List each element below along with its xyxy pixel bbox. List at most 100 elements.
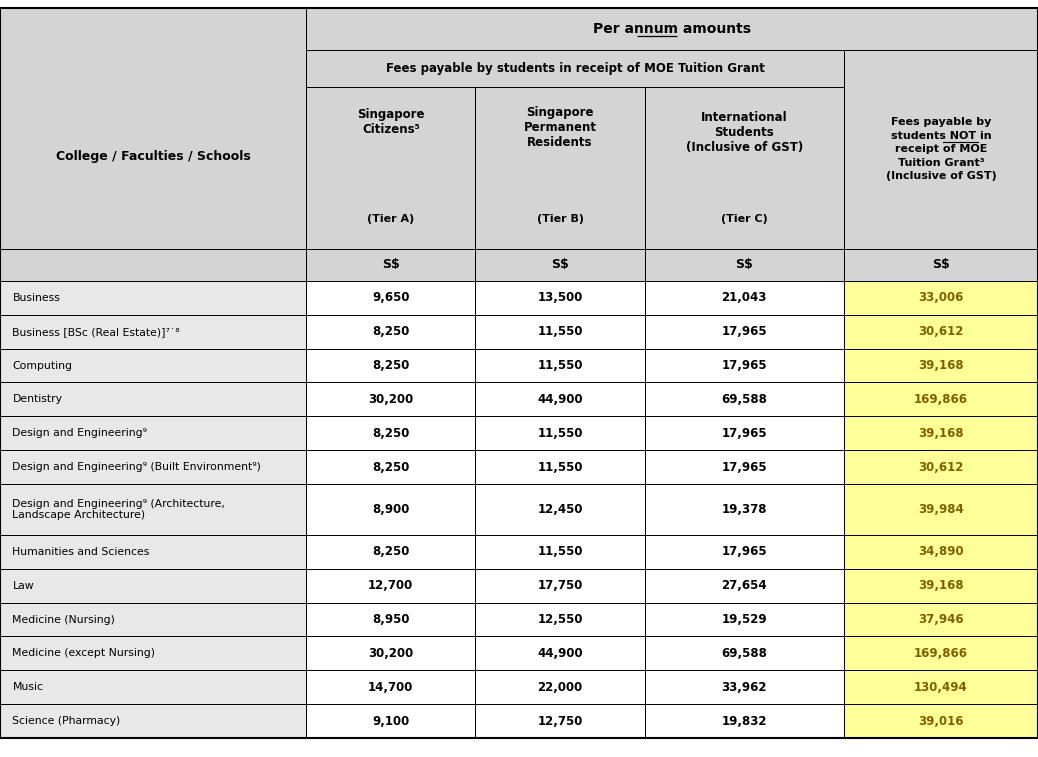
- Text: 33,962: 33,962: [721, 681, 767, 693]
- Bar: [475, 450, 645, 484]
- Bar: [306, 416, 475, 450]
- Text: 39,168: 39,168: [919, 359, 963, 372]
- Bar: [475, 535, 645, 569]
- Bar: [645, 416, 844, 450]
- Bar: [0, 450, 306, 484]
- Bar: [306, 8, 1038, 50]
- Text: Design and Engineering⁹ (Architecture,
Landscape Architecture): Design and Engineering⁹ (Architecture, L…: [12, 499, 225, 520]
- Text: receipt of MOE: receipt of MOE: [895, 144, 987, 154]
- Text: 37,946: 37,946: [919, 613, 963, 626]
- Bar: [0, 8, 306, 248]
- Text: Computing: Computing: [12, 360, 73, 370]
- Bar: [475, 671, 645, 704]
- Bar: [306, 704, 475, 738]
- Text: 30,200: 30,200: [368, 647, 413, 660]
- Text: S$: S$: [382, 258, 400, 271]
- Text: 17,965: 17,965: [721, 460, 767, 474]
- Text: 34,890: 34,890: [919, 545, 963, 559]
- Text: 27,654: 27,654: [721, 579, 767, 592]
- Bar: [306, 535, 475, 569]
- Bar: [645, 569, 844, 603]
- Bar: [844, 348, 1038, 382]
- Text: 8,250: 8,250: [372, 326, 410, 338]
- Bar: [0, 348, 306, 382]
- Bar: [645, 704, 844, 738]
- Bar: [306, 450, 475, 484]
- Text: College / Faculties / Schools: College / Faculties / Schools: [56, 151, 250, 164]
- Bar: [0, 248, 306, 281]
- Text: 11,550: 11,550: [538, 545, 582, 559]
- Bar: [844, 484, 1038, 535]
- Bar: [306, 671, 475, 704]
- Text: 8,250: 8,250: [372, 460, 410, 474]
- Text: 12,450: 12,450: [538, 503, 582, 516]
- Bar: [844, 416, 1038, 450]
- Bar: [645, 637, 844, 671]
- Bar: [475, 281, 645, 315]
- Text: 69,588: 69,588: [721, 393, 767, 406]
- Text: 19,529: 19,529: [721, 613, 767, 626]
- Text: 17,965: 17,965: [721, 545, 767, 559]
- Bar: [844, 450, 1038, 484]
- Bar: [475, 248, 645, 281]
- Text: 11,550: 11,550: [538, 326, 582, 338]
- Text: Singapore
Citizens⁵: Singapore Citizens⁵: [357, 108, 425, 136]
- Bar: [475, 348, 645, 382]
- Text: students NOT in: students NOT in: [891, 130, 991, 141]
- Bar: [844, 248, 1038, 281]
- Text: Business [BSc (Real Estate)]⁷˙⁸: Business [BSc (Real Estate)]⁷˙⁸: [12, 326, 180, 337]
- Text: Singapore
Permanent
Residents: Singapore Permanent Residents: [523, 106, 597, 149]
- Text: Dentistry: Dentistry: [12, 394, 62, 404]
- Text: Music: Music: [12, 682, 44, 692]
- Bar: [0, 569, 306, 603]
- Bar: [475, 416, 645, 450]
- Text: 17,965: 17,965: [721, 359, 767, 372]
- Text: 69,588: 69,588: [721, 647, 767, 660]
- Text: 17,965: 17,965: [721, 326, 767, 338]
- Text: S$: S$: [735, 258, 754, 271]
- Bar: [475, 603, 645, 637]
- Bar: [844, 315, 1038, 348]
- Text: Medicine (Nursing): Medicine (Nursing): [12, 615, 115, 625]
- Bar: [645, 248, 844, 281]
- Bar: [645, 348, 844, 382]
- Bar: [844, 382, 1038, 416]
- Bar: [645, 535, 844, 569]
- Text: 11,550: 11,550: [538, 460, 582, 474]
- Bar: [0, 535, 306, 569]
- Bar: [306, 315, 475, 348]
- Bar: [475, 315, 645, 348]
- Text: 30,612: 30,612: [919, 460, 963, 474]
- Bar: [0, 382, 306, 416]
- Text: Fees payable by: Fees payable by: [891, 117, 991, 127]
- Bar: [0, 671, 306, 704]
- Text: Tuition Grant³: Tuition Grant³: [898, 157, 984, 168]
- Bar: [645, 315, 844, 348]
- Text: 12,550: 12,550: [538, 613, 582, 626]
- Text: Design and Engineering⁹ (Built Environment⁹): Design and Engineering⁹ (Built Environme…: [12, 462, 262, 472]
- Bar: [0, 281, 306, 315]
- Bar: [306, 382, 475, 416]
- Bar: [645, 87, 844, 248]
- Bar: [844, 569, 1038, 603]
- Text: 12,700: 12,700: [368, 579, 413, 592]
- Text: 21,043: 21,043: [721, 291, 767, 304]
- Bar: [844, 281, 1038, 315]
- Text: 9,100: 9,100: [373, 715, 409, 727]
- Bar: [306, 348, 475, 382]
- Text: S$: S$: [551, 258, 569, 271]
- Text: 12,750: 12,750: [538, 715, 582, 727]
- Text: Fees payable by students in receipt of MOE Tuition Grant: Fees payable by students in receipt of M…: [385, 62, 765, 75]
- Text: (Tier B): (Tier B): [537, 214, 583, 224]
- Text: 11,550: 11,550: [538, 359, 582, 372]
- Bar: [0, 637, 306, 671]
- Text: 39,016: 39,016: [919, 715, 963, 727]
- Text: 17,750: 17,750: [538, 579, 582, 592]
- Bar: [844, 671, 1038, 704]
- Bar: [475, 382, 645, 416]
- Bar: [0, 416, 306, 450]
- Bar: [306, 50, 844, 87]
- Bar: [306, 281, 475, 315]
- Bar: [645, 281, 844, 315]
- Bar: [0, 704, 306, 738]
